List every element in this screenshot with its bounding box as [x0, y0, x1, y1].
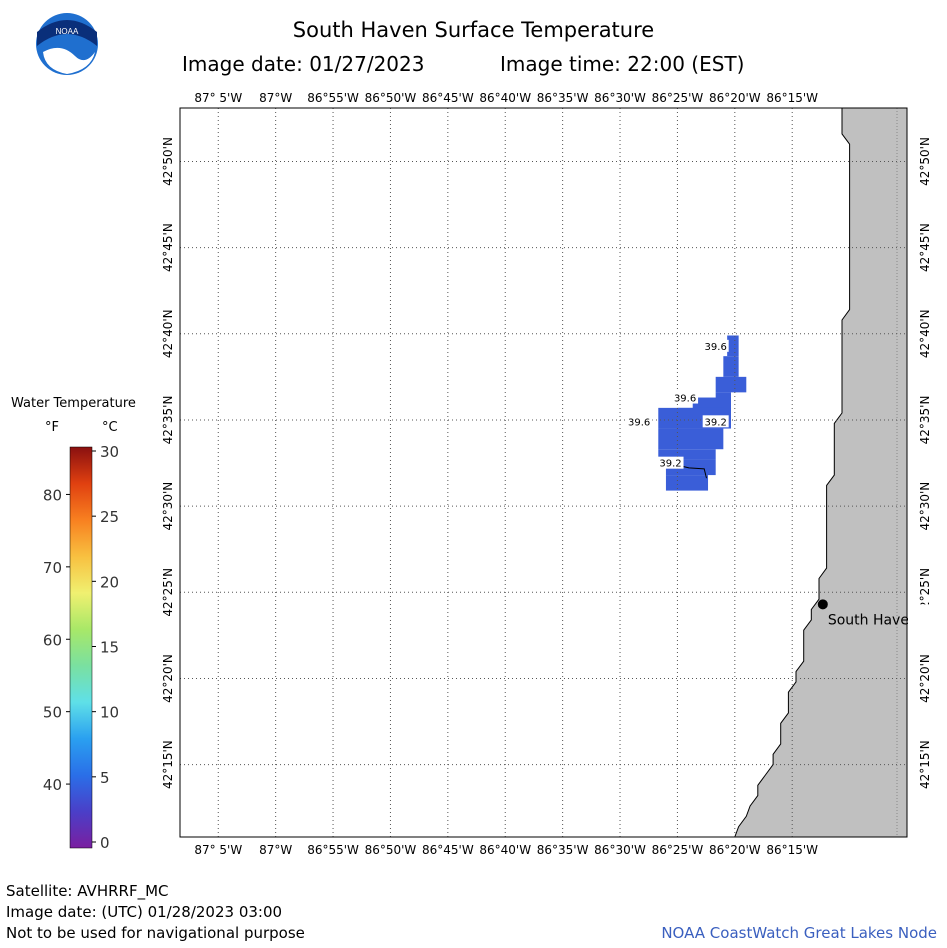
lat-label-left: 42°25'N: [161, 568, 175, 617]
city-label: South Haven: [828, 612, 918, 628]
lat-label-left: 42°15'N: [161, 740, 175, 789]
lat-label-left: 42°50'N: [161, 137, 175, 186]
lat-label-left: 42°35'N: [161, 396, 175, 445]
legend-label-f: 80: [43, 486, 62, 504]
lon-label-bottom: 86°15'W: [766, 843, 818, 857]
lon-label-bottom: 87° 5'W: [194, 843, 242, 857]
legend-label-c: 15: [100, 639, 119, 657]
legend-label-c: 20: [100, 573, 119, 591]
lat-label-right: 42°35'N: [918, 396, 932, 445]
lon-label-top: 86°40'W: [479, 91, 531, 105]
temp-label: 39.2: [705, 417, 727, 428]
lon-label-top: 87°W: [259, 91, 292, 105]
lon-label-top: 86°30'W: [594, 91, 646, 105]
water-cell: [658, 449, 716, 460]
lon-label-bottom: 86°20'W: [709, 843, 761, 857]
image-time-label: Image time: 22:00 (EST): [500, 52, 745, 76]
lat-label-right: 42°30'N: [918, 482, 932, 531]
temp-label: 39.6: [628, 417, 650, 428]
lat-label-left: 42°45'N: [161, 223, 175, 272]
land-area: [734, 107, 908, 838]
lon-label-top: 87° 5'W: [194, 91, 242, 105]
lon-label-top: 86°15'W: [766, 91, 818, 105]
legend-label-f: 70: [43, 559, 62, 577]
lon-label-bottom: 86°30'W: [594, 843, 646, 857]
logo-text: NOAA: [56, 27, 79, 36]
lat-label-right: 42°45'N: [918, 223, 932, 272]
lat-label-right: 42°40'N: [918, 309, 932, 358]
water-cell: [665, 475, 709, 491]
legend-title: Water Temperature: [11, 396, 136, 411]
credit-label: NOAA CoastWatch Great Lakes Node: [661, 924, 937, 942]
lon-label-bottom: 86°50'W: [365, 843, 417, 857]
lon-label-bottom: 86°25'W: [652, 843, 704, 857]
map-frame-bg: [180, 108, 907, 837]
water-cell: [658, 428, 724, 450]
lon-label-top: 86°20'W: [709, 91, 761, 105]
legend-colorbar: [69, 446, 93, 849]
water-cell: [727, 335, 739, 357]
temp-label-box: [672, 391, 699, 404]
lon-label-top: 86°45'W: [422, 91, 474, 105]
lat-label-left: 42°40'N: [161, 309, 175, 358]
lon-label-bottom: 86°35'W: [537, 843, 589, 857]
legend-label-c: 10: [100, 704, 119, 722]
legend-label-c: 30: [100, 443, 119, 461]
lon-label-top: 86°35'W: [537, 91, 589, 105]
image-date-label: Image date: 01/27/2023: [182, 52, 425, 76]
city-clip: [908, 604, 947, 631]
satellite-label: Satellite: AVHRRF_MC: [6, 882, 169, 900]
utc-date-label: Image date: (UTC) 01/28/2023 03:00: [6, 903, 283, 921]
lon-label-top: 86°55'W: [307, 91, 359, 105]
lon-label-bottom: 86°55'W: [307, 843, 359, 857]
legend-label-c: 5: [100, 769, 110, 787]
noaa-logo: NOAA: [36, 13, 98, 75]
temp-label-box: [657, 456, 684, 469]
legend-label-c: 25: [100, 508, 119, 526]
temp-label-box: [626, 415, 653, 428]
lon-label-bottom: 86°45'W: [422, 843, 474, 857]
map-frame: [179, 107, 908, 838]
lat-label-left: 42°30'N: [161, 482, 175, 531]
temp-label: 39.6: [705, 342, 727, 353]
legend-label-f: 60: [43, 631, 62, 649]
legend-label-f: 50: [43, 704, 62, 722]
temp-label-box: [702, 339, 729, 352]
lat-label-left: 42°20'N: [161, 654, 175, 703]
lon-label-bottom: 87°W: [259, 843, 292, 857]
lat-label-right: 42°50'N: [918, 137, 932, 186]
lon-label-top: 86°25'W: [652, 91, 704, 105]
disclaimer: Not to be used for navigational purpose: [6, 924, 305, 942]
temp-label: 39.2: [659, 459, 681, 470]
legend-label-f: 40: [43, 776, 62, 794]
lat-label-right: 42°15'N: [918, 740, 932, 789]
temp-label-box: [702, 415, 729, 428]
legend-unit-c: °C: [102, 420, 118, 435]
city-marker: [817, 599, 828, 610]
temp-label: 39.6: [674, 394, 696, 405]
lat-label-right: 42°20'N: [918, 654, 932, 703]
water-cell: [715, 376, 747, 393]
legend-unit-f: °F: [45, 420, 59, 435]
lon-label-bottom: 86°40'W: [479, 843, 531, 857]
legend-label-c: 0: [100, 834, 110, 852]
lon-label-top: 86°50'W: [365, 91, 417, 105]
map-title: South Haven Surface Temperature: [292, 18, 655, 42]
water-cell: [723, 356, 739, 377]
